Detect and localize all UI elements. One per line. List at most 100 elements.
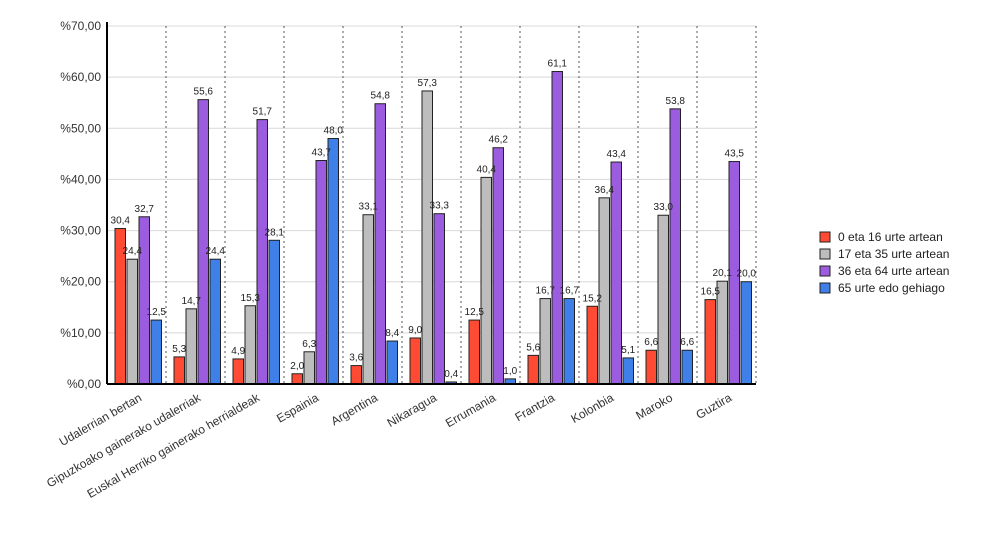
data-label: 43,5: [725, 149, 745, 160]
category-label: Errumania: [443, 390, 498, 430]
legend-label: 0 eta 16 urte artean: [838, 230, 943, 244]
data-label: 9,0: [408, 325, 422, 336]
data-label: 16,7: [560, 286, 580, 297]
bar: [256, 119, 268, 385]
data-label: 16,7: [536, 286, 556, 297]
data-label: 57,3: [418, 78, 438, 89]
bar: [563, 298, 575, 385]
bar: [586, 305, 598, 385]
data-label: 5,6: [526, 342, 540, 353]
y-tick-label: %10,00: [60, 326, 101, 340]
data-label: 51,7: [253, 107, 273, 118]
bar: [232, 358, 244, 385]
bar: [669, 108, 681, 385]
bar: [315, 160, 327, 385]
data-label: 53,8: [666, 96, 686, 107]
data-label: 5,1: [621, 345, 635, 356]
data-label: 15,3: [241, 293, 261, 304]
data-label: 61,1: [548, 59, 568, 70]
data-label: 20,0: [737, 269, 757, 280]
data-label: 6,6: [680, 337, 694, 348]
data-label: 54,8: [371, 91, 391, 102]
bar: [268, 239, 280, 385]
bar: [704, 299, 716, 385]
data-label: 43,7: [312, 148, 332, 159]
data-label: 8,4: [385, 328, 399, 339]
y-tick-label: %70,00: [60, 19, 101, 33]
category-label: Argentina: [329, 390, 381, 428]
bar: [209, 258, 221, 385]
bar: [386, 340, 398, 385]
data-label: 36,4: [595, 185, 615, 196]
bar: [138, 216, 150, 385]
legend-label: 17 eta 35 urte artean: [838, 247, 949, 261]
y-tick-label: %0,00: [67, 377, 101, 391]
bar: [173, 356, 185, 385]
bar: [303, 351, 315, 385]
y-tick-label: %40,00: [60, 172, 101, 186]
bar: [681, 349, 693, 385]
legend: 0 eta 16 urte artean 17 eta 35 urte artea…: [819, 230, 949, 295]
bar: [350, 365, 362, 385]
data-label: 5,3: [172, 344, 186, 355]
data-label: 6,6: [644, 337, 658, 348]
data-label: 32,7: [135, 204, 155, 215]
data-label: 46,2: [489, 135, 509, 146]
bar: [409, 337, 421, 385]
y-tick-label: %60,00: [60, 70, 101, 84]
data-label: 3,6: [349, 353, 363, 364]
bar: [421, 90, 433, 385]
bars: [114, 71, 752, 385]
y-tick-label: %20,00: [60, 275, 101, 289]
bar: [622, 357, 634, 385]
data-label: 55,6: [194, 87, 214, 98]
data-label: 33,3: [430, 201, 450, 212]
data-label: 20,1: [713, 268, 733, 279]
data-label: 12,5: [147, 307, 167, 318]
legend-swatch: [819, 282, 831, 294]
data-label: 15,2: [583, 293, 603, 304]
data-label: 48,0: [324, 126, 344, 137]
bar: [185, 308, 197, 385]
data-label: 12,5: [465, 307, 485, 318]
bar: [480, 176, 492, 385]
bar: [291, 373, 303, 385]
legend-swatch: [819, 231, 831, 243]
bar: [539, 298, 551, 385]
data-label: 14,7: [182, 296, 202, 307]
category-label: Guztira: [693, 390, 734, 422]
data-label: 43,4: [607, 149, 627, 160]
data-label: 24,4: [206, 246, 226, 257]
data-label: 0,4: [444, 369, 458, 380]
category-label: Maroko: [633, 390, 675, 422]
y-tick-label: %30,00: [60, 224, 101, 238]
category-label: Frantzia: [512, 390, 557, 424]
category-label: Kolonbia: [569, 390, 617, 426]
bar: [657, 214, 669, 385]
bar: [740, 281, 752, 385]
bar: [527, 354, 539, 385]
data-label: 33,0: [654, 202, 674, 213]
legend-label: 65 urte edo gehiago: [838, 281, 945, 295]
y-tick-label: %50,00: [60, 121, 101, 135]
data-label: 28,1: [265, 227, 285, 238]
bar: [468, 319, 480, 385]
bar: [197, 99, 209, 385]
bar: [433, 213, 445, 385]
bar: [374, 103, 386, 385]
data-label: 6,3: [302, 339, 316, 350]
data-label: 16,5: [701, 287, 721, 298]
data-label: 30,4: [111, 216, 131, 227]
bar: [645, 349, 657, 385]
legend-label: 36 eta 64 urte artean: [838, 264, 949, 278]
bar: [150, 319, 162, 385]
category-label: Espainia: [274, 390, 321, 425]
bar: [126, 258, 138, 385]
bar: [551, 71, 563, 385]
bar: [327, 138, 339, 385]
bar: [492, 147, 504, 385]
labels: %0,00 %10,00 %20,00 %30,00 %40,00 %50,00 %60,0…: [44, 19, 756, 501]
data-label: 4,9: [231, 346, 245, 357]
bar: [598, 197, 610, 385]
